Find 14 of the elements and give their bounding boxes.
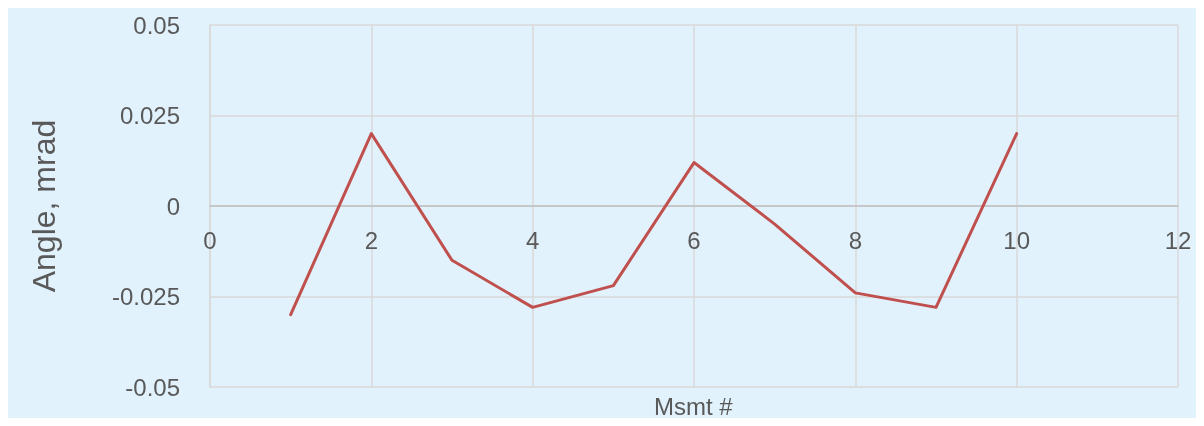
x-tick-label: 8 [848, 226, 863, 254]
x-tick-label: 6 [687, 226, 701, 254]
y-axis-title: Angle, mrad [26, 119, 62, 293]
x-axis-title: Msmt # [654, 392, 734, 420]
y-tick-label: -0.025 [111, 283, 180, 310]
x-tick-label: 2 [364, 226, 379, 254]
y-tick-label: 0.05 [133, 11, 180, 39]
x-tick-label: 4 [525, 226, 540, 254]
y-tick-label: 0 [166, 192, 180, 220]
y-tick-label: -0.05 [125, 373, 180, 401]
x-tick-label: 12 [1164, 226, 1192, 254]
y-tick-label: 0.025 [119, 102, 180, 129]
x-tick-label: 10 [1003, 226, 1031, 254]
x-tick-label: 0 [203, 226, 217, 254]
